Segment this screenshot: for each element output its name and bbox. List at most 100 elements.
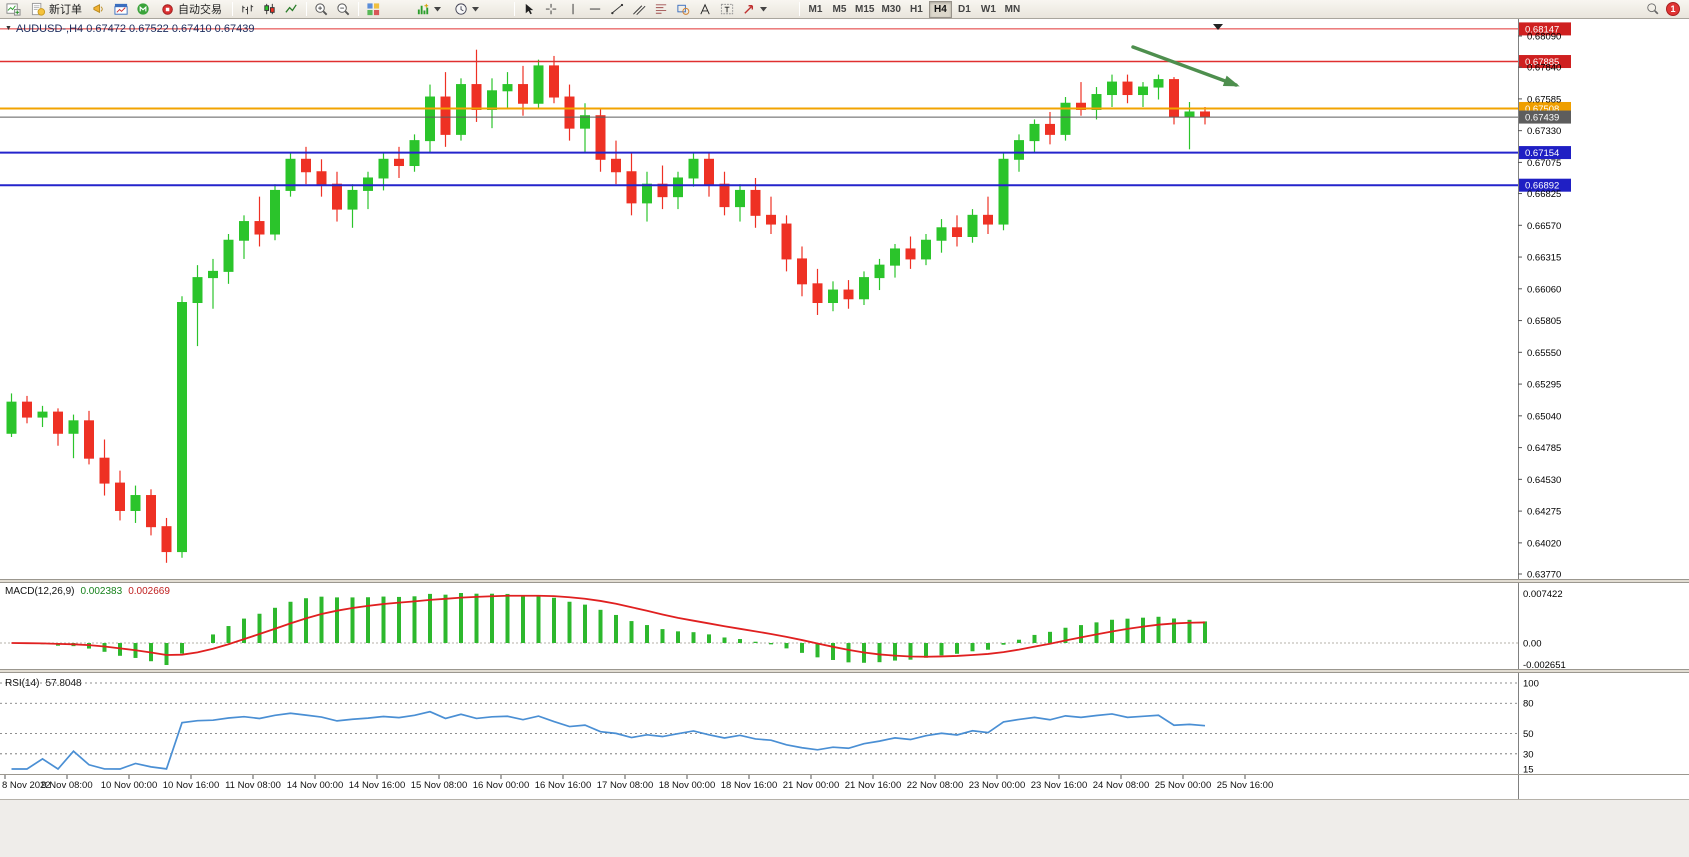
svg-text:14 Nov 16:00: 14 Nov 16:00 xyxy=(349,780,406,791)
svg-text:16 Nov 16:00: 16 Nov 16:00 xyxy=(535,780,592,791)
notification-count: 1 xyxy=(1670,4,1676,14)
svg-text:0.67585: 0.67585 xyxy=(1527,94,1561,105)
trendline-tool-button[interactable] xyxy=(607,1,628,18)
svg-text:15: 15 xyxy=(1523,765,1534,776)
timeframe-button-m5[interactable]: M5 xyxy=(828,1,851,18)
toolbar-separator xyxy=(232,2,233,16)
svg-text:0.67885: 0.67885 xyxy=(1525,57,1559,68)
text-label-tool-button[interactable] xyxy=(717,1,738,18)
svg-text:0.64530: 0.64530 xyxy=(1527,475,1561,486)
svg-text:0.00: 0.00 xyxy=(1523,639,1542,650)
trend-arrow xyxy=(1131,24,1240,87)
svg-text:80: 80 xyxy=(1523,699,1534,710)
svg-text:23 Nov 16:00: 23 Nov 16:00 xyxy=(1031,780,1088,791)
timeframe-button-m1[interactable]: M1 xyxy=(804,1,827,18)
svg-text:0.63770: 0.63770 xyxy=(1527,570,1561,581)
timeframe-button-m30[interactable]: M30 xyxy=(878,1,903,18)
market-watch-button[interactable] xyxy=(111,1,132,18)
clock-icon xyxy=(455,2,467,15)
timeframe-button-w1[interactable]: W1 xyxy=(977,1,1000,18)
channel-tool-button[interactable] xyxy=(629,1,650,18)
megaphone-icon xyxy=(93,3,103,13)
new-order-button[interactable]: 新订单 xyxy=(25,1,88,18)
chart-title: ▼ AUDUSD-,H4 0.67472 0.67522 0.67410 0.6… xyxy=(5,23,254,35)
bar-chart-type-button[interactable] xyxy=(237,1,258,18)
svg-text:21 Nov 16:00: 21 Nov 16:00 xyxy=(845,780,902,791)
rsi-name: RSI(14) xyxy=(5,678,40,689)
arrows-dropdown-button[interactable] xyxy=(739,1,770,18)
timeframe-button-mn[interactable]: MN xyxy=(1001,1,1024,18)
svg-text:23 Nov 00:00: 23 Nov 00:00 xyxy=(969,780,1026,791)
svg-text:0.64785: 0.64785 xyxy=(1527,443,1561,454)
indicators-dropdown-button[interactable] xyxy=(410,1,447,18)
svg-text:0.65550: 0.65550 xyxy=(1527,348,1561,359)
crosshair-icon xyxy=(545,3,557,14)
toolbar: 新订单 自动交易 xyxy=(0,0,1689,19)
candlesticks xyxy=(6,49,1210,563)
arrow-tool-icon xyxy=(744,4,754,14)
shapes-icon xyxy=(677,4,690,15)
svg-text:8 Nov 2022: 8 Nov 2022 xyxy=(2,780,51,791)
tile-windows-button[interactable] xyxy=(363,1,384,18)
search-button[interactable] xyxy=(1643,1,1663,18)
timeframe-button-h4[interactable]: H4 xyxy=(928,0,952,18)
macd-name: MACD(12,26,9) xyxy=(5,586,75,597)
periods-dropdown-button[interactable] xyxy=(448,1,485,18)
timeframe-button-h1[interactable]: H1 xyxy=(905,1,928,18)
auto-trading-label: 自动交易 xyxy=(178,4,222,16)
auto-trading-status-icon xyxy=(162,3,173,15)
chart-window-icon xyxy=(114,3,128,15)
trendline-icon xyxy=(611,3,624,14)
zoom-in-button[interactable] xyxy=(311,1,332,18)
cursor-tool-button[interactable] xyxy=(519,1,540,18)
svg-text:18 Nov 16:00: 18 Nov 16:00 xyxy=(721,780,778,791)
new-chart-icon xyxy=(6,2,21,16)
candle-chart-type-button[interactable] xyxy=(259,1,280,18)
toolbar-separator xyxy=(799,2,800,16)
vertical-line-tool-button[interactable] xyxy=(563,1,584,18)
auto-trading-button[interactable]: 自动交易 xyxy=(155,1,228,18)
svg-text:0.007422: 0.007422 xyxy=(1523,589,1563,600)
candlestick-icon xyxy=(264,3,275,14)
line-chart-type-button[interactable] xyxy=(281,1,302,18)
svg-text:0.67154: 0.67154 xyxy=(1525,148,1559,159)
price-axis: 0.68090 0.67840 0.67585 0.67330 0.67075 0.668… xyxy=(1518,19,1561,799)
community-button[interactable] xyxy=(133,1,154,18)
horizontal-line-tool-button[interactable] xyxy=(585,1,606,18)
shapes-tool-button[interactable] xyxy=(673,1,694,18)
timeframe-button-d1[interactable]: D1 xyxy=(953,1,976,18)
text-icon xyxy=(700,3,710,14)
chart-window: 0.68147 0.67885 0.67508 0.67439 0.67154 0.668… xyxy=(0,19,1689,857)
svg-text:14 Nov 00:00: 14 Nov 00:00 xyxy=(287,780,344,791)
notification-badge[interactable]: 1 xyxy=(1666,2,1680,16)
toolbar-separator xyxy=(358,2,359,16)
text-label-icon xyxy=(720,3,734,14)
zoom-out-button[interactable] xyxy=(333,1,354,18)
channel-icon xyxy=(633,4,646,15)
svg-text:50: 50 xyxy=(1523,729,1534,740)
pane-separators xyxy=(0,579,1689,673)
alerts-button[interactable] xyxy=(89,1,110,18)
mql-community-icon xyxy=(137,2,149,15)
svg-text:0.65295: 0.65295 xyxy=(1527,380,1561,391)
text-tool-button[interactable] xyxy=(695,1,716,18)
scroll-anchor-marker xyxy=(1213,24,1223,30)
crosshair-tool-button[interactable] xyxy=(541,1,562,18)
svg-text:25 Nov 16:00: 25 Nov 16:00 xyxy=(1217,780,1274,791)
vertical-line-icon xyxy=(572,3,574,14)
svg-text:0.66825: 0.66825 xyxy=(1527,189,1561,200)
collapse-triangle-icon[interactable]: ▼ xyxy=(5,25,12,32)
zoom-out-icon xyxy=(337,2,350,15)
svg-text:30: 30 xyxy=(1523,749,1534,760)
toolbar-separator xyxy=(306,2,307,16)
fibonacci-tool-button[interactable] xyxy=(651,1,672,18)
svg-text:-0.002651: -0.002651 xyxy=(1523,660,1566,671)
timeframe-button-m15[interactable]: M15 xyxy=(852,1,877,18)
svg-text:0.65040: 0.65040 xyxy=(1527,411,1561,422)
svg-text:24 Nov 08:00: 24 Nov 08:00 xyxy=(1093,780,1150,791)
new-chart-button[interactable] xyxy=(3,1,24,18)
svg-text:0.67840: 0.67840 xyxy=(1527,63,1561,74)
